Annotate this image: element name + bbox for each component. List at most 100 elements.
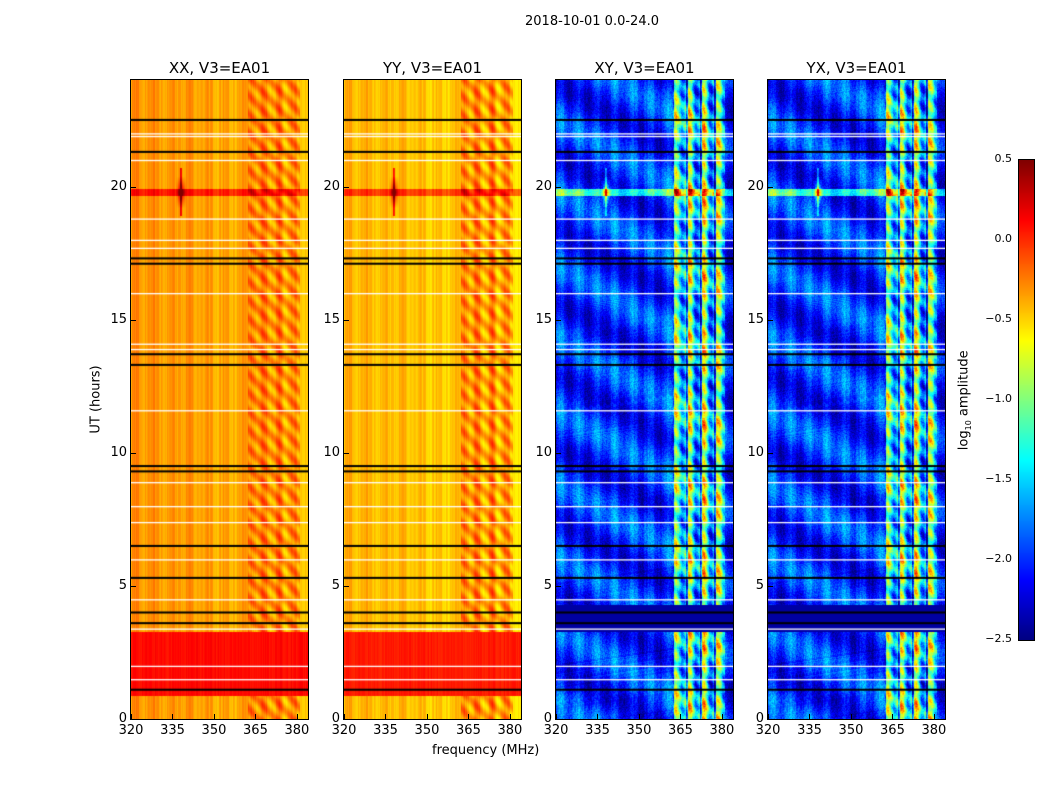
y-tick-mark [344, 319, 349, 321]
x-tick-mark [255, 714, 257, 719]
y-tick-mark [768, 452, 773, 454]
x-tick-label: 335 [160, 723, 185, 738]
x-tick-mark [426, 714, 428, 719]
y-tick-label: 10 [323, 444, 340, 460]
x-tick-mark [680, 714, 682, 719]
colorbar-frame [1018, 159, 1035, 641]
y-tick-mark [768, 319, 773, 321]
x-tick-label: 380 [921, 723, 947, 738]
colorbar-tick-label: 0.5 [994, 152, 1013, 165]
x-tick-mark [597, 714, 599, 719]
x-tick-label: 320 [755, 723, 781, 738]
panel-title: YY, V3=EA01 [382, 59, 483, 77]
panel-frame [767, 79, 946, 720]
x-tick-label: 335 [797, 723, 822, 738]
y-tick-mark [556, 452, 561, 454]
panel-frame [555, 79, 734, 720]
y-tick-mark [344, 719, 349, 720]
x-tick-label: 320 [118, 723, 144, 738]
y-tick-mark [131, 719, 136, 720]
x-tick-mark [509, 714, 511, 719]
y-tick-mark [556, 719, 561, 720]
x-tick-label: 335 [585, 723, 610, 738]
x-tick-label: 365 [880, 723, 905, 738]
colorbar-tick-label: 0.0 [994, 232, 1013, 245]
x-tick-mark [638, 714, 640, 719]
y-tick-label: 10 [535, 444, 552, 460]
y-tick-label: 0 [543, 711, 552, 726]
x-tick-label: 335 [373, 723, 398, 738]
y-tick-label: 20 [535, 178, 552, 194]
x-tick-mark [933, 714, 935, 719]
x-axis-label: frequency (MHz) [432, 743, 540, 758]
figure-suptitle: 2018-10-01 0.0-24.0 [525, 14, 659, 29]
y-axis-label: UT (hours) [88, 365, 104, 434]
x-tick-mark [296, 714, 298, 719]
x-tick-mark [892, 714, 894, 719]
y-tick-mark [131, 186, 136, 188]
y-tick-label: 5 [543, 577, 552, 593]
x-tick-mark [768, 714, 769, 719]
x-tick-label: 350 [201, 723, 227, 738]
x-tick-label: 350 [414, 723, 440, 738]
x-tick-label: 350 [838, 723, 864, 738]
y-tick-label: 15 [747, 311, 764, 327]
heatmap-1 [344, 80, 521, 719]
y-tick-label: 15 [535, 311, 552, 327]
panel-title: YX, V3=EA01 [806, 59, 907, 77]
x-tick-label: 365 [668, 723, 693, 738]
y-tick-label: 15 [110, 311, 127, 327]
y-tick-label: 20 [110, 178, 127, 194]
y-tick-mark [344, 585, 349, 587]
y-tick-mark [556, 186, 561, 188]
y-tick-label: 5 [118, 577, 127, 593]
y-tick-label: 10 [747, 444, 764, 460]
y-tick-label: 5 [755, 577, 764, 593]
colorbar [1019, 160, 1034, 640]
x-tick-mark [556, 714, 557, 719]
x-tick-label: 365 [243, 723, 268, 738]
panel-title: XX, V3=EA01 [168, 59, 271, 77]
y-tick-mark [768, 719, 773, 720]
x-tick-label: 380 [709, 723, 735, 738]
x-tick-mark [850, 714, 852, 719]
y-tick-mark [131, 319, 136, 321]
y-tick-label: 0 [755, 711, 764, 726]
y-tick-mark [131, 585, 136, 587]
y-tick-label: 0 [331, 711, 340, 726]
colorbar-tick-label: −2.0 [985, 552, 1012, 565]
x-tick-mark [468, 714, 470, 719]
x-tick-label: 350 [626, 723, 652, 738]
y-tick-mark [768, 186, 773, 188]
y-tick-label: 5 [331, 577, 340, 593]
x-tick-label: 380 [497, 723, 523, 738]
x-tick-mark [172, 714, 174, 719]
colorbar-tick-label: −1.5 [985, 472, 1012, 485]
heatmap-2 [556, 80, 733, 719]
y-tick-mark [131, 452, 136, 454]
y-tick-mark [556, 319, 561, 321]
y-tick-label: 20 [747, 178, 764, 194]
x-tick-mark [721, 714, 723, 719]
colorbar-label: log10 amplitude [956, 350, 974, 451]
y-tick-mark [344, 452, 349, 454]
y-tick-label: 15 [323, 311, 340, 327]
x-tick-mark [213, 714, 215, 719]
panel-frame [130, 79, 309, 720]
y-tick-label: 20 [323, 178, 340, 194]
x-tick-label: 365 [456, 723, 481, 738]
x-tick-mark [131, 714, 132, 719]
colorbar-tick-label: −0.5 [985, 312, 1012, 325]
panel-frame [343, 79, 522, 720]
colorbar-tick-label: −1.0 [985, 392, 1012, 405]
heatmap-3 [768, 80, 945, 719]
heatmap-0 [131, 80, 308, 719]
x-tick-mark [809, 714, 811, 719]
y-tick-label: 0 [118, 711, 127, 726]
x-tick-mark [344, 714, 345, 719]
y-tick-mark [768, 585, 773, 587]
x-tick-label: 320 [543, 723, 569, 738]
colorbar-tick-label: −2.5 [985, 632, 1012, 645]
panel-title: XY, V3=EA01 [594, 59, 695, 77]
